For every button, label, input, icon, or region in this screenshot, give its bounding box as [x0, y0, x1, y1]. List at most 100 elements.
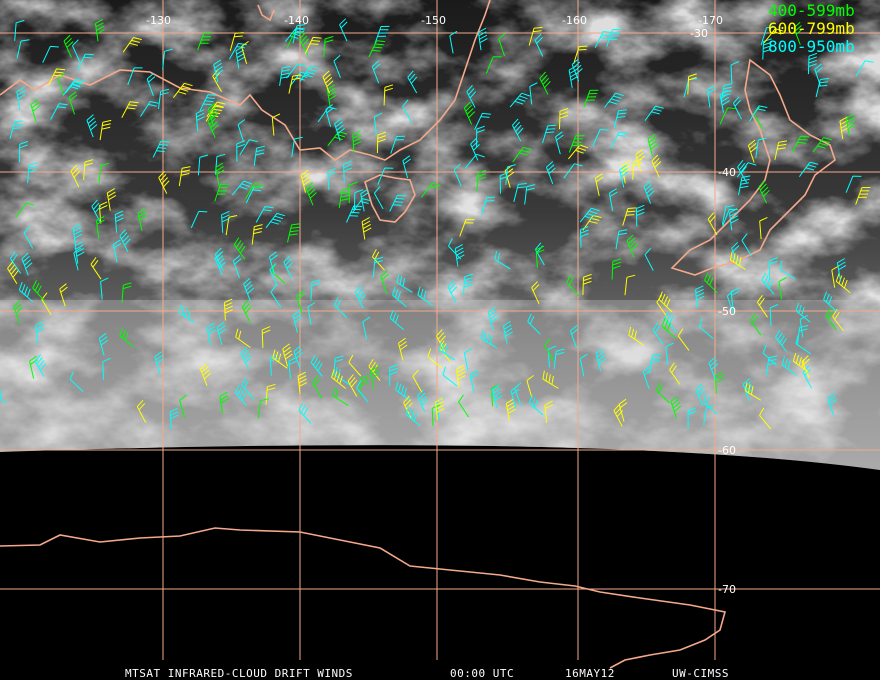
- wind-barb: [229, 32, 244, 51]
- wind-barb: [512, 146, 532, 163]
- wind-barb: [708, 356, 719, 380]
- wind-barb: [827, 392, 838, 416]
- grid-labels: -130 -140 -150 -160 -170 -30 -40 -50 -60…: [146, 14, 736, 596]
- wind-barb: [48, 68, 66, 86]
- wind-barb: [197, 32, 213, 51]
- wind-barb: [338, 187, 351, 208]
- wind-barb: [14, 19, 25, 41]
- wind-barb: [368, 40, 386, 58]
- wind-barb: [199, 94, 217, 111]
- wind-barb: [719, 107, 737, 125]
- wind-barb: [219, 391, 229, 415]
- wind-barb: [635, 148, 645, 172]
- wind-barb: [729, 208, 739, 231]
- wind-barb: [279, 65, 291, 86]
- wind-barb: [722, 208, 738, 227]
- wind-barb: [402, 99, 412, 123]
- wind-barb: [579, 207, 600, 223]
- wind-barb: [742, 378, 754, 402]
- wind-barb: [435, 397, 445, 420]
- wind-barb: [231, 180, 253, 196]
- wind-barb: [781, 356, 797, 376]
- wind-barb: [312, 375, 323, 399]
- wind-barb: [481, 196, 496, 216]
- wind-barb: [760, 26, 776, 45]
- wind-barb: [750, 313, 762, 336]
- wind-barb: [119, 229, 131, 253]
- wind-barb: [513, 183, 527, 203]
- wind-barb: [332, 387, 349, 407]
- wind-barb: [158, 170, 170, 194]
- wind-barb: [298, 402, 312, 424]
- wind-barb: [649, 353, 661, 374]
- wind-barb: [730, 61, 740, 83]
- wind-barb: [331, 369, 347, 389]
- wind-barb: [792, 135, 810, 153]
- wind-barb: [72, 223, 83, 246]
- wind-barb: [528, 395, 544, 416]
- wind-barb: [216, 321, 227, 345]
- wind-barb: [348, 354, 362, 377]
- wind-barb: [845, 175, 862, 193]
- wind-barb: [257, 398, 269, 419]
- wind-barb: [343, 160, 352, 183]
- wind-barb: [761, 272, 775, 295]
- wind-barb: [30, 98, 41, 122]
- wind-barb: [73, 247, 82, 271]
- wind-barb: [339, 18, 348, 42]
- longitude-label: -170: [698, 14, 723, 27]
- wind-barb: [632, 158, 643, 180]
- wind-barb: [9, 120, 24, 140]
- wind-barb: [100, 277, 109, 300]
- wind-barb: [287, 223, 301, 243]
- wind-barb: [323, 36, 334, 57]
- wind-barb: [545, 161, 556, 185]
- wind-barb: [235, 46, 246, 69]
- wind-barb: [647, 133, 658, 157]
- wind-barb: [606, 28, 622, 47]
- wind-barb: [372, 256, 384, 278]
- wind-barb: [449, 30, 458, 54]
- wind-barb: [389, 310, 405, 331]
- wind-barb: [732, 96, 742, 120]
- wind-barb: [795, 335, 812, 355]
- longitude-label: -150: [421, 14, 446, 27]
- wind-barb: [594, 173, 604, 196]
- wind-barb: [396, 274, 413, 293]
- wind-barb: [669, 362, 681, 385]
- wind-barb: [215, 153, 226, 175]
- wind-barb: [240, 346, 252, 370]
- wind-barb: [470, 137, 480, 161]
- wind-barb: [18, 140, 28, 163]
- wind-barb: [18, 281, 34, 303]
- wind-barb: [759, 407, 772, 430]
- wind-barb: [221, 210, 231, 233]
- wind-barb: [121, 101, 139, 118]
- wind-barb: [459, 219, 475, 237]
- wind-barb: [542, 370, 559, 389]
- wind-barb: [232, 255, 242, 279]
- wind-barb: [542, 124, 557, 144]
- wind-barb: [241, 40, 249, 64]
- wind-barb: [707, 212, 718, 236]
- wind-barb: [213, 59, 224, 83]
- wind-barb: [32, 280, 46, 302]
- longitude-label: -130: [146, 14, 171, 27]
- wind-barb: [383, 84, 394, 106]
- wind-barb: [334, 118, 345, 141]
- wind-barb: [613, 109, 628, 129]
- wind-barb: [405, 406, 421, 427]
- wind-barb: [21, 252, 33, 276]
- wind-barb: [74, 241, 85, 264]
- wind-barb: [261, 326, 271, 348]
- wind-barb: [719, 89, 730, 113]
- wind-barb: [769, 304, 779, 326]
- wind-barb: [544, 400, 554, 423]
- wind-barb: [438, 341, 455, 361]
- wind-barb: [534, 33, 544, 57]
- wind-barb: [333, 355, 344, 377]
- wind-barb: [83, 159, 94, 180]
- wind-barb: [535, 245, 545, 268]
- wind-barb: [476, 169, 487, 192]
- wind-barb: [282, 343, 293, 367]
